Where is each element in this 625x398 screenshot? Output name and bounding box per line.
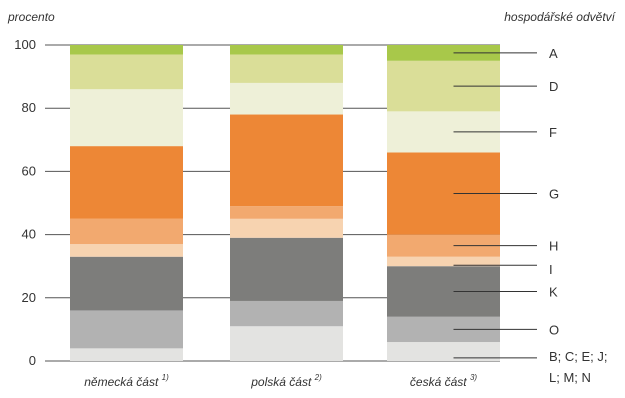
legend-title: hospodářské odvětví [504, 10, 616, 24]
x-tick-label: polská část 2) [250, 373, 322, 389]
footnote-ref: 2) [314, 373, 322, 382]
legend-label: K [549, 284, 558, 299]
legend-label: I [549, 262, 553, 277]
bar-segment [70, 348, 183, 361]
bar-segment [70, 45, 183, 55]
bar-segment [70, 218, 183, 245]
bar-segment [70, 244, 183, 257]
x-tick-label: německá část 1) [84, 373, 169, 389]
bar-segment [387, 234, 500, 257]
bar-segment [70, 54, 183, 90]
bars [70, 45, 500, 361]
legend-label: L; M; N [549, 370, 591, 385]
bar-segment [230, 82, 343, 115]
bar-segment [387, 256, 500, 267]
bar-segment [230, 54, 343, 83]
legend-label: H [549, 239, 558, 254]
legend-label: A [549, 46, 558, 61]
bar-segment [70, 146, 183, 219]
bar-segment [230, 237, 343, 301]
bar-segment [230, 326, 343, 361]
legend-label: D [549, 79, 558, 94]
bar-stack-1 [230, 45, 343, 361]
y-tick-label-60: 60 [22, 163, 36, 178]
footnote-ref: 1) [162, 373, 169, 382]
bar-segment [70, 310, 183, 349]
x-tick-label: česká část 3) [410, 373, 477, 389]
x-axis-labels: německá část 1) polská část 2) česká část … [84, 373, 477, 389]
y-tick-label-20: 20 [22, 290, 36, 305]
y-tick-label-80: 80 [22, 100, 36, 115]
footnote-ref: 3) [470, 373, 477, 382]
bar-stack-0 [70, 45, 183, 361]
y-axis-label: procento [7, 10, 55, 24]
bar-segment [230, 114, 343, 207]
bar-stack-2 [387, 45, 500, 361]
bar-segment [230, 45, 343, 55]
legend: B; C; E; J; L; M; N O KIH G F D A [453, 46, 608, 385]
bar-segment [230, 218, 343, 238]
legend-label: O [549, 322, 559, 337]
y-axis-ticks: 0 20 40 60 80 100 [14, 37, 36, 368]
bar-segment [70, 256, 183, 311]
y-tick-label-40: 40 [22, 227, 36, 242]
bar-segment [70, 89, 183, 147]
bar-segment [230, 300, 343, 327]
legend-label: G [549, 187, 559, 202]
legend-label: B; C; E; J; [549, 349, 608, 364]
y-tick-label-100: 100 [14, 37, 36, 52]
legend-label: F [549, 125, 557, 140]
bar-segment [387, 342, 500, 361]
bar-segment [387, 45, 500, 61]
y-tick-label-0: 0 [29, 353, 36, 368]
bar-segment [230, 206, 343, 219]
